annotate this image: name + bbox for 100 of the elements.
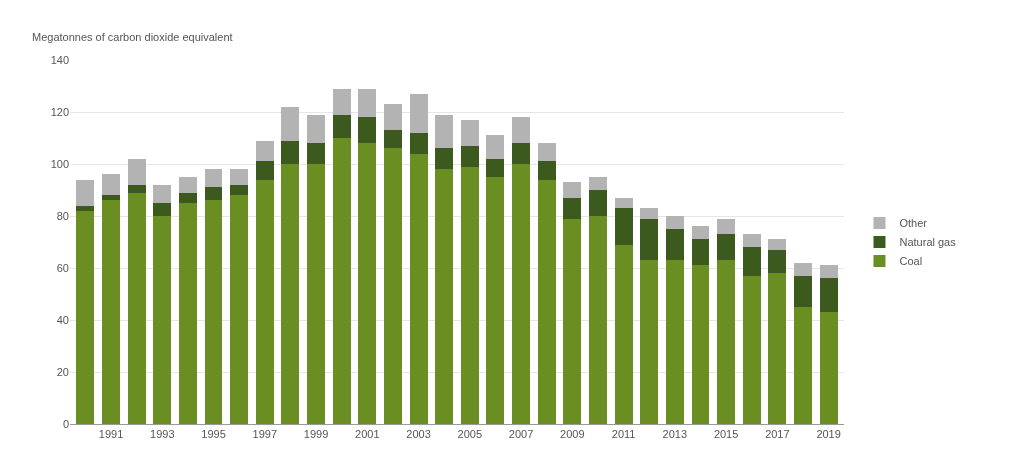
bar [409, 153, 428, 424]
bar [127, 158, 146, 185]
bar [742, 275, 761, 424]
y-tick-label: 60 [56, 261, 69, 274]
bar [768, 273, 787, 424]
bar [665, 216, 684, 229]
bar [127, 192, 146, 424]
bar [307, 143, 326, 164]
bar [255, 140, 274, 162]
bar [76, 205, 95, 211]
bar [640, 260, 659, 424]
bar [460, 119, 479, 146]
y-tick-label: 20 [56, 365, 69, 378]
bar [742, 234, 761, 248]
x-tick-label: 2007 [508, 428, 534, 441]
bar [691, 265, 710, 424]
x-tick-label: 1991 [98, 428, 124, 441]
bar [614, 208, 633, 245]
x-tick-label: 2011 [611, 428, 636, 441]
bar [332, 138, 351, 424]
bar [768, 249, 787, 274]
x-tick-label: 2003 [406, 428, 431, 441]
bar [537, 161, 556, 180]
bar [486, 158, 505, 177]
bar [332, 88, 351, 115]
bar [281, 140, 300, 164]
bar [588, 216, 607, 424]
x-tick-label: 1993 [150, 428, 175, 441]
bar [383, 104, 402, 131]
x-tick-label: 2005 [457, 428, 483, 441]
bar [307, 114, 326, 144]
bar [819, 278, 838, 313]
bar [409, 93, 428, 133]
bar [691, 239, 710, 266]
bar [76, 210, 95, 424]
bar [794, 275, 812, 307]
bar [794, 262, 812, 276]
bar [512, 143, 531, 164]
bar [665, 260, 684, 424]
legend-label: Other [899, 217, 928, 230]
bar [691, 226, 710, 240]
bar [358, 88, 377, 118]
bar [768, 239, 787, 250]
x-tick-label: 1999 [303, 428, 329, 441]
y-tick-label: 100 [50, 157, 69, 170]
x-tick-label: 2009 [560, 428, 585, 441]
bar [255, 161, 274, 180]
bar [204, 169, 223, 188]
bar [435, 169, 454, 424]
bar [281, 106, 300, 141]
bar [486, 177, 505, 424]
bar [640, 218, 659, 261]
bar [460, 145, 479, 167]
bar [537, 179, 556, 424]
bar [230, 195, 249, 424]
legend-label: Coal [899, 255, 923, 268]
bar [819, 265, 838, 279]
bar [819, 312, 838, 424]
bar [153, 216, 172, 424]
bar [717, 260, 736, 424]
x-tick-label: 2013 [662, 428, 688, 441]
bar [230, 184, 249, 196]
bar [563, 182, 582, 198]
y-tick-label: 0 [62, 417, 69, 430]
bar [717, 234, 736, 261]
y-axis-title: Megatonnes of carbon dioxide equivalent [32, 31, 233, 43]
bar [358, 143, 377, 424]
bar [383, 148, 402, 424]
bar [512, 117, 531, 144]
x-tick-label: 2015 [713, 428, 739, 441]
y-tick-label: 120 [50, 105, 69, 118]
bar [178, 203, 197, 424]
bar [102, 195, 120, 201]
bar [563, 218, 582, 424]
y-tick-label: 80 [56, 209, 69, 222]
y-tick-label: 140 [50, 53, 69, 66]
bar [640, 208, 659, 219]
y-tick-label: 40 [56, 313, 69, 326]
x-tick-label: 2017 [765, 428, 790, 441]
bar [178, 192, 197, 203]
bar [742, 247, 761, 276]
bar [255, 179, 274, 424]
bar [204, 187, 223, 201]
bar [307, 164, 326, 424]
bar [563, 197, 582, 219]
bar [435, 148, 454, 170]
x-tick-label: 2019 [816, 428, 841, 441]
bar [717, 218, 736, 235]
bar [614, 197, 633, 209]
bar [614, 244, 633, 424]
bar [153, 203, 172, 216]
bar [512, 164, 531, 424]
bar [102, 174, 120, 196]
bar [102, 200, 120, 424]
bar [230, 169, 249, 185]
bar [537, 143, 556, 162]
bar [153, 184, 172, 203]
x-tick-label: 1995 [201, 428, 226, 441]
bar [178, 177, 197, 193]
bar [409, 132, 428, 154]
